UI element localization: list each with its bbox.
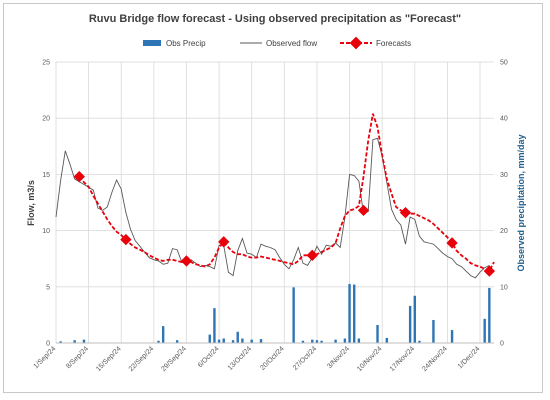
precip-bar (73, 340, 76, 343)
forecast-marker (306, 249, 318, 261)
y-tick-label: 25 (42, 60, 50, 67)
legend-forecast-label: Forecasts (376, 39, 411, 48)
x-tick-label: 1/Sep/24 (33, 345, 58, 370)
observed-flow-series (55, 137, 490, 279)
precip-bar (353, 284, 356, 343)
y2-tick-label: 40 (500, 116, 508, 123)
x-tick-label: 20/Oct/24 (259, 345, 285, 371)
precip-bar (301, 340, 305, 343)
x-tick-label: 8/Sep/24 (65, 345, 90, 370)
y-tick-label: 0 (46, 341, 50, 348)
forecast-marker (357, 204, 370, 217)
precip-bar (259, 339, 263, 343)
x-tick-label: 27/Oct/24 (292, 345, 318, 371)
precip-bar (483, 318, 486, 343)
x-tick-label: 29/Sep/24 (160, 345, 188, 373)
precip-bar (213, 308, 216, 343)
precip-bar (222, 338, 225, 343)
y2-tick-label: 0 (500, 341, 504, 348)
precip-bar (59, 341, 62, 343)
legend-observed-label: Observed flow (266, 39, 317, 48)
precip-bar (157, 340, 160, 343)
precip-bar (488, 287, 491, 343)
precip-bars (59, 283, 491, 343)
precip-bar (217, 339, 221, 343)
y2-tick-label: 30 (500, 172, 508, 179)
precip-bar (343, 338, 347, 343)
legend-forecast-marker (349, 36, 363, 50)
precip-bar (236, 331, 239, 343)
forecast-series (73, 113, 495, 277)
precip-bar (418, 340, 421, 343)
precip-bar (413, 295, 416, 343)
legend: Obs Precip Observed flow Forecasts (143, 36, 411, 50)
gridlines (55, 61, 494, 344)
precip-bar (385, 337, 389, 343)
legend-precip-label: Obs Precip (166, 39, 206, 48)
y-tick-label: 5 (46, 284, 50, 291)
chart-title: Ruvu Bridge flow forecast - Using observ… (88, 13, 462, 25)
precip-bar (231, 340, 235, 343)
x-tick-label: 1/Dec/24 (457, 345, 482, 370)
y2-tick-label: 20 (500, 228, 508, 235)
forecast-marker (483, 265, 495, 277)
y2-axis-title: Observed precipitation, mm/day (516, 134, 526, 271)
precip-bar (334, 339, 337, 343)
precip-bar (432, 319, 435, 343)
precip-bar (82, 339, 86, 343)
forecast-marker (399, 206, 412, 219)
precip-bar (408, 305, 412, 343)
y2-tick-label: 10 (500, 284, 508, 291)
precip-bar (311, 339, 314, 343)
x-tick-label: 15/Sep/24 (95, 345, 123, 373)
chart-frame (3, 3, 543, 393)
precip-bar (348, 283, 351, 343)
x-tick-label: 22/Sep/24 (128, 345, 156, 373)
precip-bar (315, 340, 319, 343)
precip-bar (241, 338, 244, 343)
precip-bar (357, 338, 361, 343)
x-tick-label: 6/Oct/24 (197, 345, 221, 369)
forecast-line (78, 113, 495, 273)
precip-bar (376, 325, 379, 343)
y-tick-label: 20 (42, 116, 50, 123)
precip-bar (292, 287, 295, 343)
forecast-marker (446, 237, 458, 249)
x-tick-label: 13/Oct/24 (227, 345, 253, 371)
forecast-marker (73, 170, 85, 183)
x-tick-label: 3/Nov/24 (326, 345, 351, 370)
x-tick-label: 17/Nov/24 (389, 345, 417, 373)
x-tick-label: 10/Nov/24 (356, 345, 384, 373)
observed-flow-line (55, 137, 490, 279)
y2-tick-label: 50 (500, 60, 508, 67)
axes: 0 0 5 10 10 20 15 30 20 40 25 50 1/Sep/24 8/Sep/24 15/… (33, 60, 508, 373)
precip-bar (161, 326, 165, 343)
forecast-marker (180, 255, 193, 267)
forecast-marker (218, 236, 230, 248)
precip-bar (320, 340, 323, 343)
y-axis-title: Flow, m3/s (26, 180, 36, 226)
y-tick-label: 10 (42, 228, 50, 235)
precip-bar (250, 339, 253, 343)
precip-bar (175, 340, 179, 343)
legend-precip-swatch (143, 40, 161, 46)
precip-bar (208, 334, 211, 343)
x-tick-label: 24/Nov/24 (421, 345, 449, 373)
y-tick-label: 15 (42, 172, 50, 179)
precip-bar (450, 330, 454, 343)
